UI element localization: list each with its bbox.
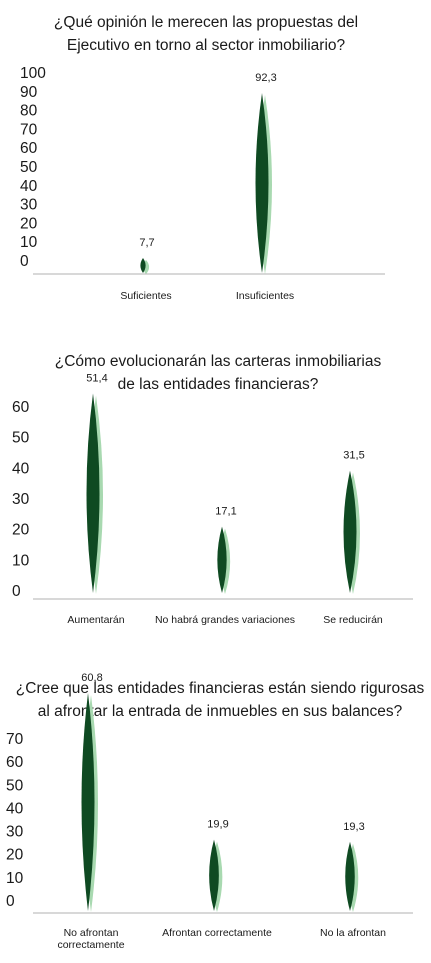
y-tick-label: 50 — [12, 430, 30, 447]
y-tick-label: 50 — [6, 777, 24, 794]
value-label: 92,3 — [255, 72, 276, 84]
chart-title-line: ¿Qué opinión le merecen las propuestas d… — [54, 14, 358, 31]
chart-title-line: Ejecutivo en torno al sector inmobiliari… — [67, 37, 346, 54]
y-tick-label: 40 — [6, 800, 24, 817]
category-label: Afrontan correctamente — [162, 927, 272, 939]
y-tick-label: 60 — [12, 399, 30, 416]
y-tick-label: 0 — [12, 583, 21, 600]
value-label: 31,5 — [343, 450, 364, 462]
category-label: correctamente — [57, 939, 124, 951]
chart-title: ¿Qué opinión le merecen las propuestas d… — [54, 14, 358, 54]
y-tick-label: 40 — [12, 460, 30, 477]
chart-title-line: ¿Cree que las entidades financieras está… — [16, 680, 425, 697]
bar — [209, 839, 219, 911]
chart-title: ¿Cree que las entidades financieras está… — [16, 680, 425, 720]
bar — [140, 257, 146, 273]
bar — [343, 470, 357, 593]
value-label: 60,8 — [81, 672, 102, 684]
chart-1: ¿Qué opinión le merecen las propuestas d… — [20, 14, 385, 302]
value-label: 19,9 — [207, 819, 228, 831]
bar — [255, 93, 269, 273]
category-label: Aumentarán — [67, 614, 124, 626]
bar — [81, 692, 95, 911]
y-tick-label: 90 — [20, 84, 38, 101]
y-tick-label: 10 — [6, 870, 24, 887]
value-label: 51,4 — [86, 372, 107, 384]
category-label: Se reducirán — [323, 614, 383, 626]
chart-title-line: de las entidades financieras? — [118, 376, 319, 393]
y-tick-label: 70 — [20, 121, 38, 138]
y-tick-label: 20 — [20, 215, 38, 232]
y-tick-label: 60 — [6, 754, 24, 771]
y-tick-label: 70 — [6, 731, 24, 748]
category-label: No la afrontan — [320, 927, 386, 939]
bar — [217, 526, 227, 593]
chart-2: ¿Cómo evolucionarán las carteras inmobil… — [12, 353, 413, 626]
y-tick-label: 30 — [6, 824, 24, 841]
category-label: No afrontan — [64, 927, 119, 939]
y-tick-label: 80 — [20, 103, 38, 120]
bar — [345, 841, 355, 911]
y-tick-label: 30 — [20, 197, 38, 214]
y-tick-label: 60 — [20, 140, 38, 157]
y-tick-label: 50 — [20, 159, 38, 176]
chart-title-line: ¿Cómo evolucionarán las carteras inmobil… — [55, 353, 382, 370]
category-label: No habrá grandes variaciones — [155, 614, 295, 626]
y-tick-label: 10 — [12, 552, 30, 569]
y-tick-label: 100 — [20, 65, 46, 82]
y-tick-label: 10 — [20, 234, 38, 251]
category-label: Suficientes — [120, 290, 171, 302]
y-tick-label: 40 — [20, 178, 38, 195]
y-tick-label: 0 — [20, 253, 29, 270]
value-label: 19,3 — [343, 821, 364, 833]
chart-3: ¿Cree que las entidades financieras está… — [6, 672, 424, 951]
y-tick-label: 20 — [6, 847, 24, 864]
chart-title: ¿Cómo evolucionarán las carteras inmobil… — [55, 353, 382, 393]
value-label: 17,1 — [215, 506, 236, 518]
chart-title-line: al afrontar la entrada de inmuebles en s… — [38, 703, 403, 720]
bar — [86, 393, 100, 593]
y-tick-label: 30 — [12, 491, 30, 508]
value-label: 7,7 — [139, 237, 154, 249]
y-tick-label: 20 — [12, 522, 30, 539]
category-label: Insuficientes — [236, 290, 294, 302]
y-tick-label: 0 — [6, 893, 15, 910]
